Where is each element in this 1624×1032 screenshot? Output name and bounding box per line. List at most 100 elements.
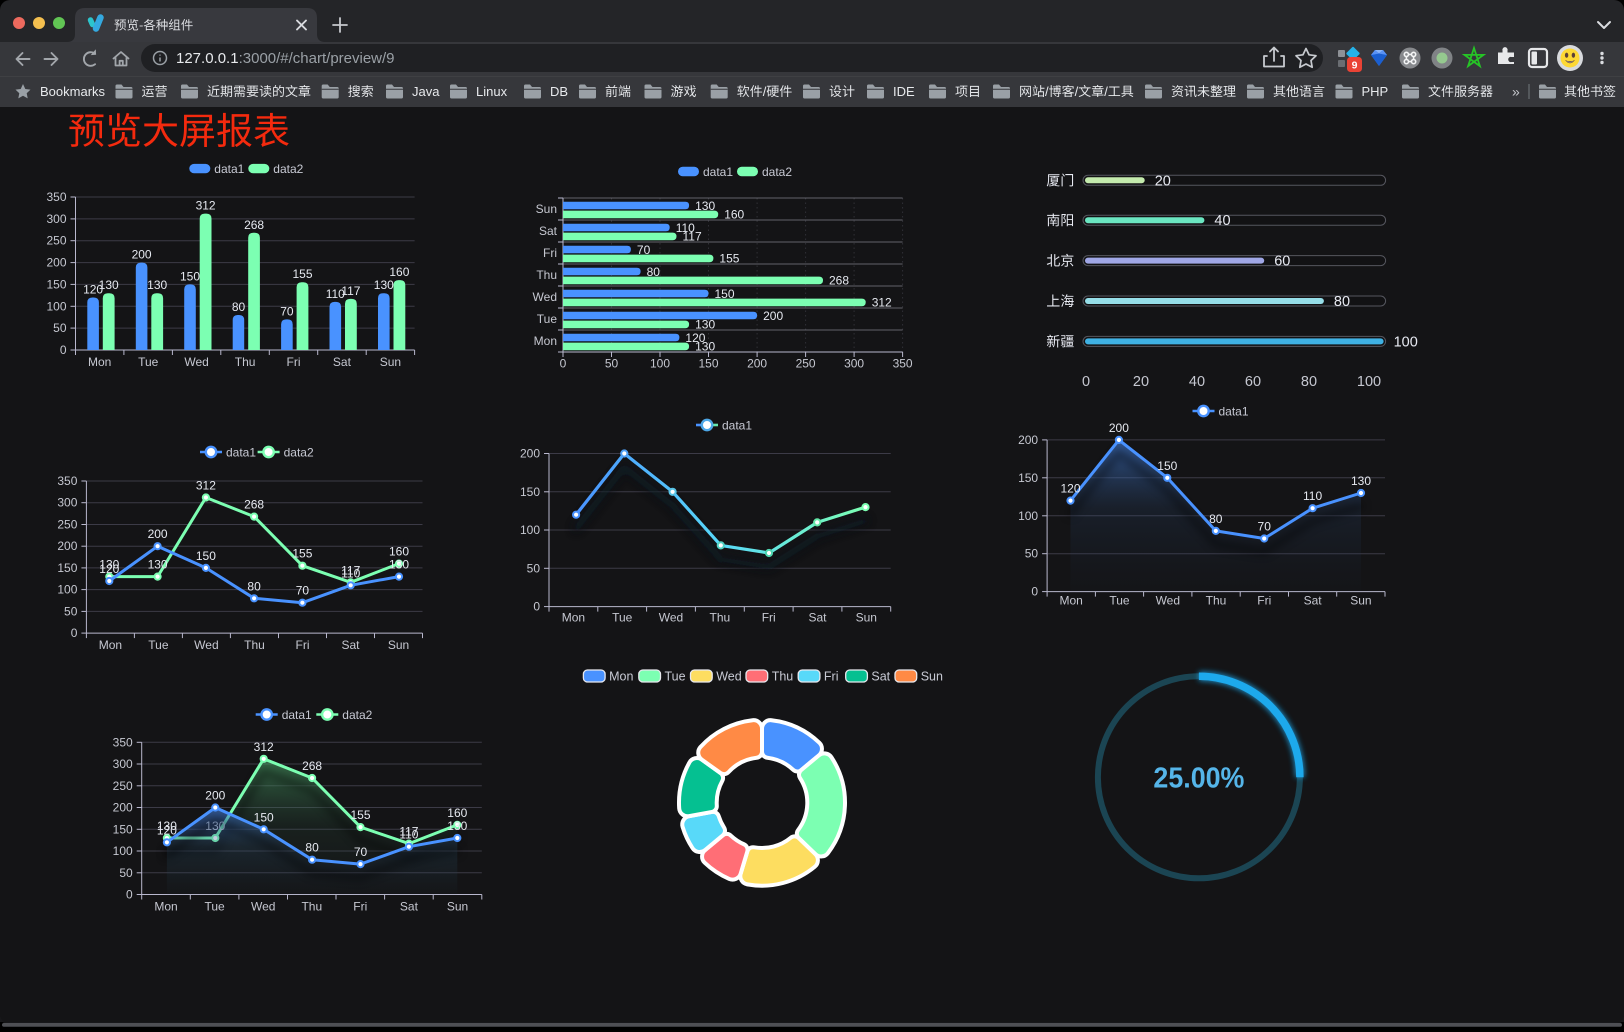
- svg-text:Mon: Mon: [88, 355, 111, 369]
- svg-text:120: 120: [685, 331, 705, 345]
- svg-text:200: 200: [132, 248, 152, 262]
- svg-text:Wed: Wed: [659, 611, 683, 625]
- svg-text:155: 155: [292, 267, 312, 281]
- svg-text:Wed: Wed: [1156, 593, 1180, 607]
- svg-text:130: 130: [99, 558, 119, 572]
- svg-text:110: 110: [399, 828, 418, 842]
- svg-text:100: 100: [113, 844, 133, 858]
- svg-text:Wed: Wed: [194, 638, 218, 652]
- svg-text:Wed: Wed: [533, 290, 557, 304]
- svg-text:40: 40: [1189, 374, 1205, 390]
- svg-text:Sun: Sun: [856, 611, 877, 625]
- svg-text:120: 120: [157, 823, 177, 837]
- svg-text:100: 100: [1018, 509, 1038, 523]
- svg-text:120: 120: [99, 562, 119, 576]
- svg-text:20: 20: [1133, 374, 1149, 390]
- svg-text:70: 70: [637, 243, 651, 257]
- svg-text:268: 268: [244, 218, 264, 232]
- svg-text:110: 110: [676, 221, 695, 235]
- svg-text:100: 100: [1394, 334, 1418, 350]
- svg-text:Thu: Thu: [772, 670, 794, 684]
- svg-text:Tue: Tue: [148, 638, 169, 652]
- svg-text:70: 70: [280, 304, 294, 318]
- svg-text:160: 160: [447, 806, 467, 820]
- svg-text:300: 300: [46, 212, 66, 226]
- svg-text:Sat: Sat: [808, 611, 827, 625]
- svg-text:Wed: Wed: [716, 670, 742, 684]
- svg-text:0: 0: [71, 626, 78, 640]
- svg-text:117: 117: [683, 230, 702, 244]
- svg-text:20: 20: [1155, 173, 1171, 189]
- svg-text:data2: data2: [762, 165, 792, 179]
- svg-text:117: 117: [341, 563, 360, 577]
- svg-text:Mon: Mon: [534, 334, 557, 348]
- svg-text:150: 150: [57, 561, 77, 575]
- svg-text:Fri: Fri: [287, 355, 301, 369]
- svg-text:100: 100: [57, 583, 77, 597]
- svg-text:Mon: Mon: [154, 900, 177, 914]
- svg-text:155: 155: [292, 547, 312, 561]
- svg-text:200: 200: [747, 357, 767, 371]
- svg-text:Sun: Sun: [447, 900, 468, 914]
- svg-text:200: 200: [1109, 421, 1129, 435]
- svg-text:50: 50: [527, 561, 541, 575]
- svg-text:268: 268: [829, 274, 849, 288]
- svg-text:150: 150: [698, 357, 718, 371]
- svg-text:80: 80: [1209, 512, 1223, 526]
- svg-text:80: 80: [647, 265, 661, 279]
- svg-text:350: 350: [893, 357, 913, 371]
- svg-text:312: 312: [196, 199, 216, 213]
- svg-text:/: /: [1104, 84, 1108, 99]
- svg-text:100: 100: [650, 357, 670, 371]
- svg-text:300: 300: [57, 496, 77, 510]
- svg-text:150: 150: [520, 485, 540, 499]
- svg-text:312: 312: [196, 479, 216, 493]
- svg-text:50: 50: [53, 321, 67, 335]
- svg-text:Sun: Sun: [1350, 593, 1371, 607]
- svg-text:Mon: Mon: [609, 670, 633, 684]
- svg-text:100: 100: [520, 523, 540, 537]
- svg-text:/: /: [1075, 84, 1079, 99]
- svg-text:150: 150: [113, 822, 133, 836]
- svg-text:9: 9: [1352, 60, 1358, 72]
- svg-text:200: 200: [205, 789, 225, 803]
- svg-text:25.00%: 25.00%: [1153, 763, 1244, 795]
- svg-text:130: 130: [1351, 474, 1371, 488]
- svg-text:60: 60: [1245, 374, 1261, 390]
- svg-text:Sun: Sun: [388, 638, 409, 652]
- svg-text:Mon: Mon: [99, 638, 122, 652]
- svg-text:»: »: [1512, 84, 1520, 100]
- svg-text:Thu: Thu: [244, 638, 265, 652]
- svg-text:Wed: Wed: [251, 900, 275, 914]
- svg-text:100: 100: [46, 299, 66, 313]
- svg-text:Thu: Thu: [301, 900, 322, 914]
- svg-text:0: 0: [560, 357, 567, 371]
- svg-text:80: 80: [1301, 374, 1317, 390]
- svg-text:200: 200: [520, 447, 540, 461]
- svg-text:data1: data1: [1219, 404, 1249, 418]
- svg-text:Wed: Wed: [184, 355, 208, 369]
- svg-text:160: 160: [389, 545, 409, 559]
- svg-text:130: 130: [695, 199, 715, 213]
- svg-text:Tue: Tue: [612, 611, 633, 625]
- svg-text:0: 0: [533, 600, 540, 614]
- svg-text:Tue: Tue: [1109, 593, 1130, 607]
- svg-text:300: 300: [844, 357, 864, 371]
- svg-text:120: 120: [83, 283, 103, 297]
- svg-text:155: 155: [350, 808, 370, 822]
- svg-text:Thu: Thu: [536, 268, 557, 282]
- svg-text::3000/#/chart/preview/9: :3000/#/chart/preview/9: [239, 50, 395, 67]
- svg-text:250: 250: [57, 518, 77, 532]
- svg-text:130: 130: [695, 318, 715, 332]
- svg-text:150: 150: [254, 810, 274, 824]
- svg-text:Java: Java: [412, 84, 440, 99]
- svg-text:0: 0: [60, 343, 67, 357]
- svg-text:160: 160: [724, 208, 744, 222]
- svg-text:40: 40: [1214, 213, 1230, 229]
- svg-text:200: 200: [46, 256, 66, 270]
- svg-text:150: 150: [1157, 459, 1177, 473]
- svg-text:130: 130: [99, 278, 119, 292]
- svg-text:312: 312: [872, 296, 892, 310]
- svg-text:Linux: Linux: [476, 84, 508, 99]
- svg-text:Mon: Mon: [562, 611, 585, 625]
